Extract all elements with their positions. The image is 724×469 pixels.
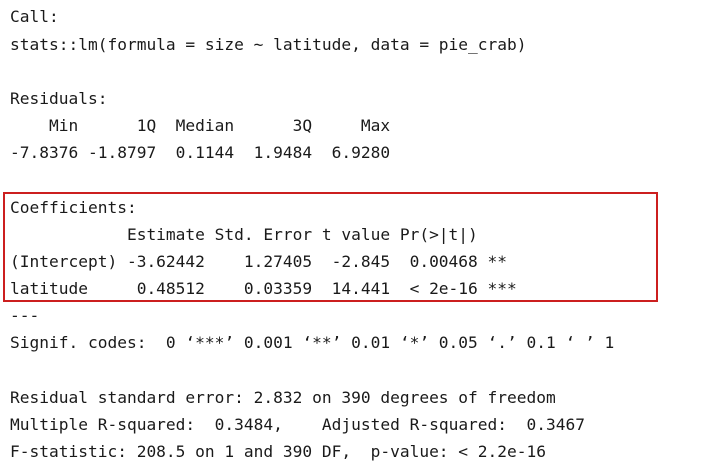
coefficient-row-intercept: (Intercept) -3.62442 1.27405 -2.845 0.00… [10, 252, 517, 271]
r-console-output: Call: stats::lm(formula = size ~ latitud… [10, 0, 724, 469]
call-heading: Call: [10, 7, 59, 26]
coefficients-header-row: Estimate Std. Error t value Pr(>|t|) [10, 225, 517, 244]
residual-standard-error-line: Residual standard error: 2.832 on 390 de… [10, 388, 556, 407]
f-statistic-line: F-statistic: 208.5 on 1 and 390 DF, p-va… [10, 442, 547, 461]
signif-codes-line: Signif. codes: 0 ‘***’ 0.001 ‘**’ 0.01 ‘… [10, 333, 615, 352]
residuals-heading: Residuals: [10, 89, 108, 108]
coefficient-row-latitude: latitude 0.48512 0.03359 14.441 < 2e-16 … [10, 279, 517, 298]
coefficients-heading: Coefficients: [10, 198, 137, 217]
separator-line: --- [10, 306, 40, 325]
residuals-header-row: Min 1Q Median 3Q Max [10, 116, 400, 135]
call-formula: stats::lm(formula = size ~ latitude, dat… [10, 35, 527, 54]
residuals-values-row: -7.8376 -1.8797 0.1144 1.9484 6.9280 [10, 143, 400, 162]
r-squared-line: Multiple R-squared: 0.3484, Adjusted R-s… [10, 415, 595, 434]
coefficients-highlight-box [3, 192, 658, 302]
